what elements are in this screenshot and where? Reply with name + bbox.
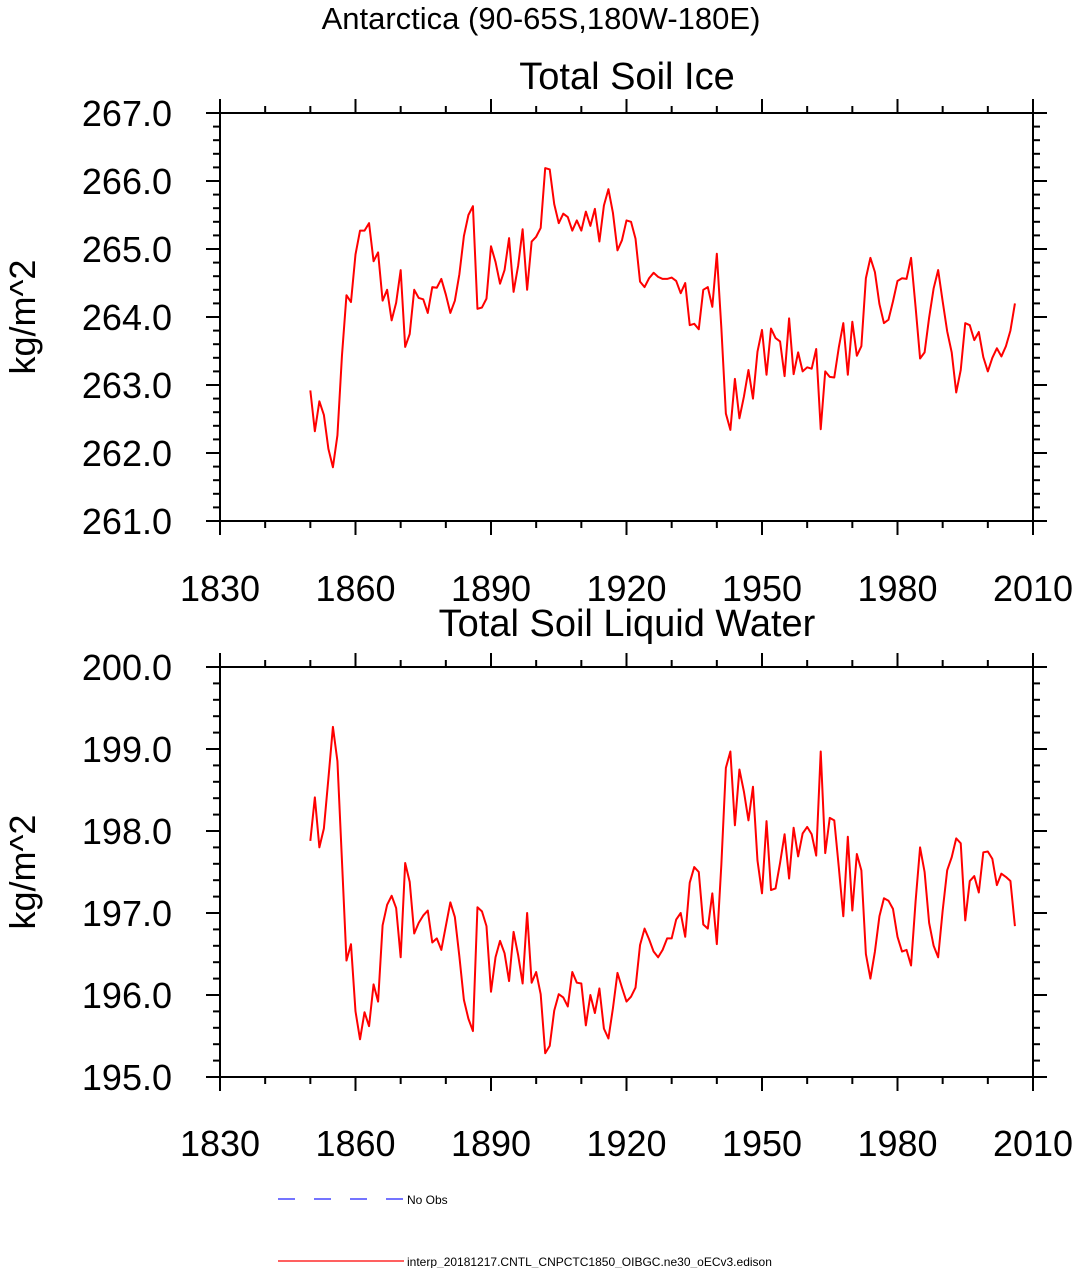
legend: No Obs interp_20181217.CNTL_CNPCTC1850_O… bbox=[278, 1193, 772, 1268]
y-tick-labels-soil-liquid-water: 195.0 196.0 197.0 198.0 199.0 200.0 bbox=[82, 647, 172, 1098]
x-tick-label: 2010 bbox=[993, 1123, 1073, 1164]
x-tick-label: 1860 bbox=[315, 1123, 395, 1164]
y-tick-label: 197.0 bbox=[82, 893, 172, 934]
y-axis-label-soil-ice: kg/m^2 bbox=[2, 260, 43, 375]
x-tick-label: 1860 bbox=[315, 568, 395, 609]
x-tick-labels-soil-liquid-water: 1830 1860 1890 1920 1950 1980 2010 bbox=[180, 1123, 1073, 1164]
chart-total-soil-liquid-water: Total Soil Liquid Water kg/m^2 1830 1860 1… bbox=[2, 603, 1073, 1164]
x-tick-label: 1920 bbox=[586, 568, 666, 609]
plot-frame-soil-ice bbox=[219, 112, 1034, 522]
y-tick-labels-soil-ice: 261.0 262.0 263.0 264.0 265.0 266.0 267.0 bbox=[82, 93, 172, 542]
y-tick-label: 200.0 bbox=[82, 647, 172, 688]
y-tick-label: 265.0 bbox=[82, 229, 172, 270]
y-tick-label: 195.0 bbox=[82, 1057, 172, 1098]
series-line-soil-ice bbox=[309, 167, 1016, 469]
chart-title-soil-liquid-water: Total Soil Liquid Water bbox=[439, 603, 816, 645]
axis-ticks-soil-ice bbox=[206, 99, 1047, 535]
axis-ticks-soil-liquid-water bbox=[206, 653, 1047, 1091]
series-soil-ice bbox=[309, 167, 1016, 469]
figure-title: Antarctica (90-65S,180W-180E) bbox=[322, 1, 761, 36]
y-tick-label: 267.0 bbox=[82, 93, 172, 134]
y-tick-label: 262.0 bbox=[82, 433, 172, 474]
x-tick-labels-soil-ice: 1830 1860 1890 1920 1950 1980 2010 bbox=[180, 568, 1073, 609]
x-tick-label: 2010 bbox=[993, 568, 1073, 609]
x-tick-label: 1980 bbox=[857, 568, 937, 609]
y-tick-label: 261.0 bbox=[82, 501, 172, 542]
chart-total-soil-ice: Total Soil Ice kg/m^2 1830 1860 1890 1920 19… bbox=[2, 56, 1073, 609]
x-tick-label: 1890 bbox=[451, 1123, 531, 1164]
series-soil-liquid-water bbox=[309, 725, 1016, 1055]
x-tick-label: 1830 bbox=[180, 1123, 260, 1164]
y-tick-label: 263.0 bbox=[82, 365, 172, 406]
y-tick-label: 198.0 bbox=[82, 811, 172, 852]
y-tick-label: 266.0 bbox=[82, 161, 172, 202]
x-tick-label: 1950 bbox=[722, 568, 802, 609]
x-tick-label: 1920 bbox=[586, 1123, 666, 1164]
chart-title-soil-ice: Total Soil Ice bbox=[519, 56, 734, 98]
legend-entry-no-obs: No Obs bbox=[278, 1193, 448, 1207]
y-tick-label: 196.0 bbox=[82, 975, 172, 1016]
legend-entry-model-run: interp_20181217.CNTL_CNPCTC1850_OIBGC.ne… bbox=[278, 1255, 772, 1268]
y-tick-label: 264.0 bbox=[82, 297, 172, 338]
x-tick-label: 1950 bbox=[722, 1123, 802, 1164]
x-tick-label: 1890 bbox=[451, 568, 531, 609]
y-axis-label-soil-liquid-water: kg/m^2 bbox=[2, 815, 43, 930]
y-tick-label: 199.0 bbox=[82, 729, 172, 770]
x-tick-label: 1980 bbox=[857, 1123, 937, 1164]
legend-label-no-obs: No Obs bbox=[407, 1193, 448, 1207]
x-tick-label: 1830 bbox=[180, 568, 260, 609]
series-line-soil-liquid-water bbox=[309, 725, 1016, 1055]
legend-label-model-run: interp_20181217.CNTL_CNPCTC1850_OIBGC.ne… bbox=[407, 1255, 772, 1268]
